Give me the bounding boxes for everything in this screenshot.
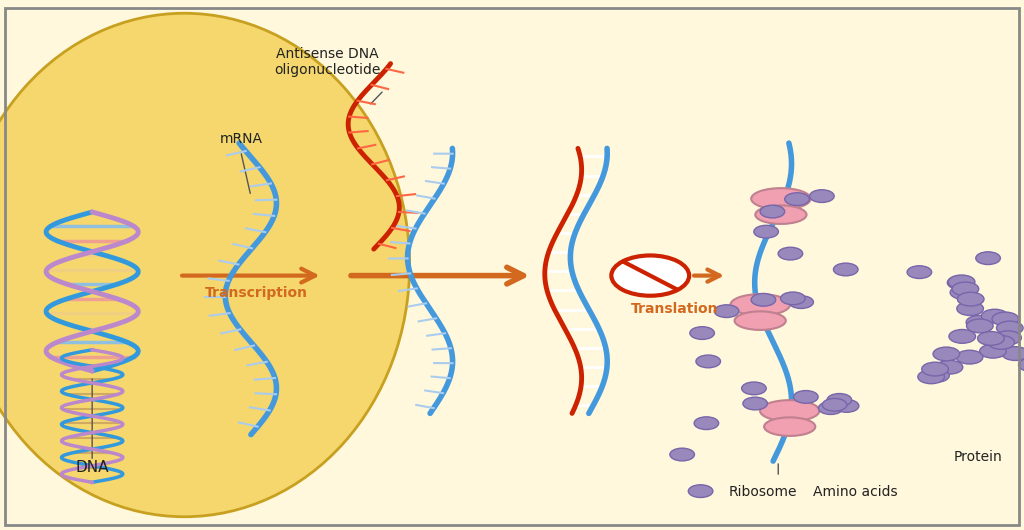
Circle shape xyxy=(784,193,809,206)
Circle shape xyxy=(952,282,979,296)
Circle shape xyxy=(947,276,974,289)
Circle shape xyxy=(978,332,1005,346)
Circle shape xyxy=(742,397,767,410)
Circle shape xyxy=(1001,347,1024,360)
Circle shape xyxy=(834,263,858,276)
Circle shape xyxy=(976,252,1000,264)
Circle shape xyxy=(822,399,847,411)
Ellipse shape xyxy=(752,188,811,209)
Ellipse shape xyxy=(730,294,790,315)
Circle shape xyxy=(950,286,977,299)
Circle shape xyxy=(670,448,694,461)
Circle shape xyxy=(688,485,713,498)
Circle shape xyxy=(956,350,983,364)
Circle shape xyxy=(981,309,1008,323)
Circle shape xyxy=(948,275,975,289)
Circle shape xyxy=(936,360,963,374)
Circle shape xyxy=(794,391,818,403)
Ellipse shape xyxy=(764,418,815,436)
Text: Amino acids: Amino acids xyxy=(813,484,897,499)
Circle shape xyxy=(992,312,1019,326)
Circle shape xyxy=(933,347,959,361)
Text: Ribosome: Ribosome xyxy=(729,484,797,499)
Circle shape xyxy=(696,355,721,368)
Circle shape xyxy=(788,296,813,308)
Circle shape xyxy=(818,402,843,414)
Ellipse shape xyxy=(760,400,819,421)
Text: Transcription: Transcription xyxy=(205,286,308,300)
Circle shape xyxy=(835,400,859,412)
Circle shape xyxy=(827,394,852,407)
Circle shape xyxy=(923,368,949,382)
Circle shape xyxy=(922,362,948,376)
Text: Antisense DNA
oligonucleotide: Antisense DNA oligonucleotide xyxy=(274,47,381,77)
Ellipse shape xyxy=(0,13,410,517)
Circle shape xyxy=(966,315,992,329)
Circle shape xyxy=(994,331,1021,345)
Circle shape xyxy=(778,248,803,260)
Circle shape xyxy=(810,190,835,202)
Circle shape xyxy=(751,294,775,306)
Circle shape xyxy=(988,335,1015,349)
Circle shape xyxy=(996,321,1023,335)
Circle shape xyxy=(1019,358,1024,372)
Circle shape xyxy=(956,302,983,315)
Circle shape xyxy=(760,205,784,218)
Text: Protein: Protein xyxy=(953,450,1002,464)
Circle shape xyxy=(957,292,984,306)
Circle shape xyxy=(754,225,778,238)
Text: DNA: DNA xyxy=(76,460,109,475)
Text: mRNA: mRNA xyxy=(220,132,263,146)
Ellipse shape xyxy=(734,311,785,330)
Ellipse shape xyxy=(756,205,807,224)
Circle shape xyxy=(980,344,1007,358)
Circle shape xyxy=(715,305,739,317)
Circle shape xyxy=(918,370,944,384)
Circle shape xyxy=(694,417,719,429)
Circle shape xyxy=(949,330,976,343)
Circle shape xyxy=(967,319,993,333)
Circle shape xyxy=(780,292,805,305)
Circle shape xyxy=(611,255,689,296)
Circle shape xyxy=(741,382,766,395)
Circle shape xyxy=(907,266,932,278)
Circle shape xyxy=(690,326,715,339)
Text: Translation: Translation xyxy=(631,302,718,316)
